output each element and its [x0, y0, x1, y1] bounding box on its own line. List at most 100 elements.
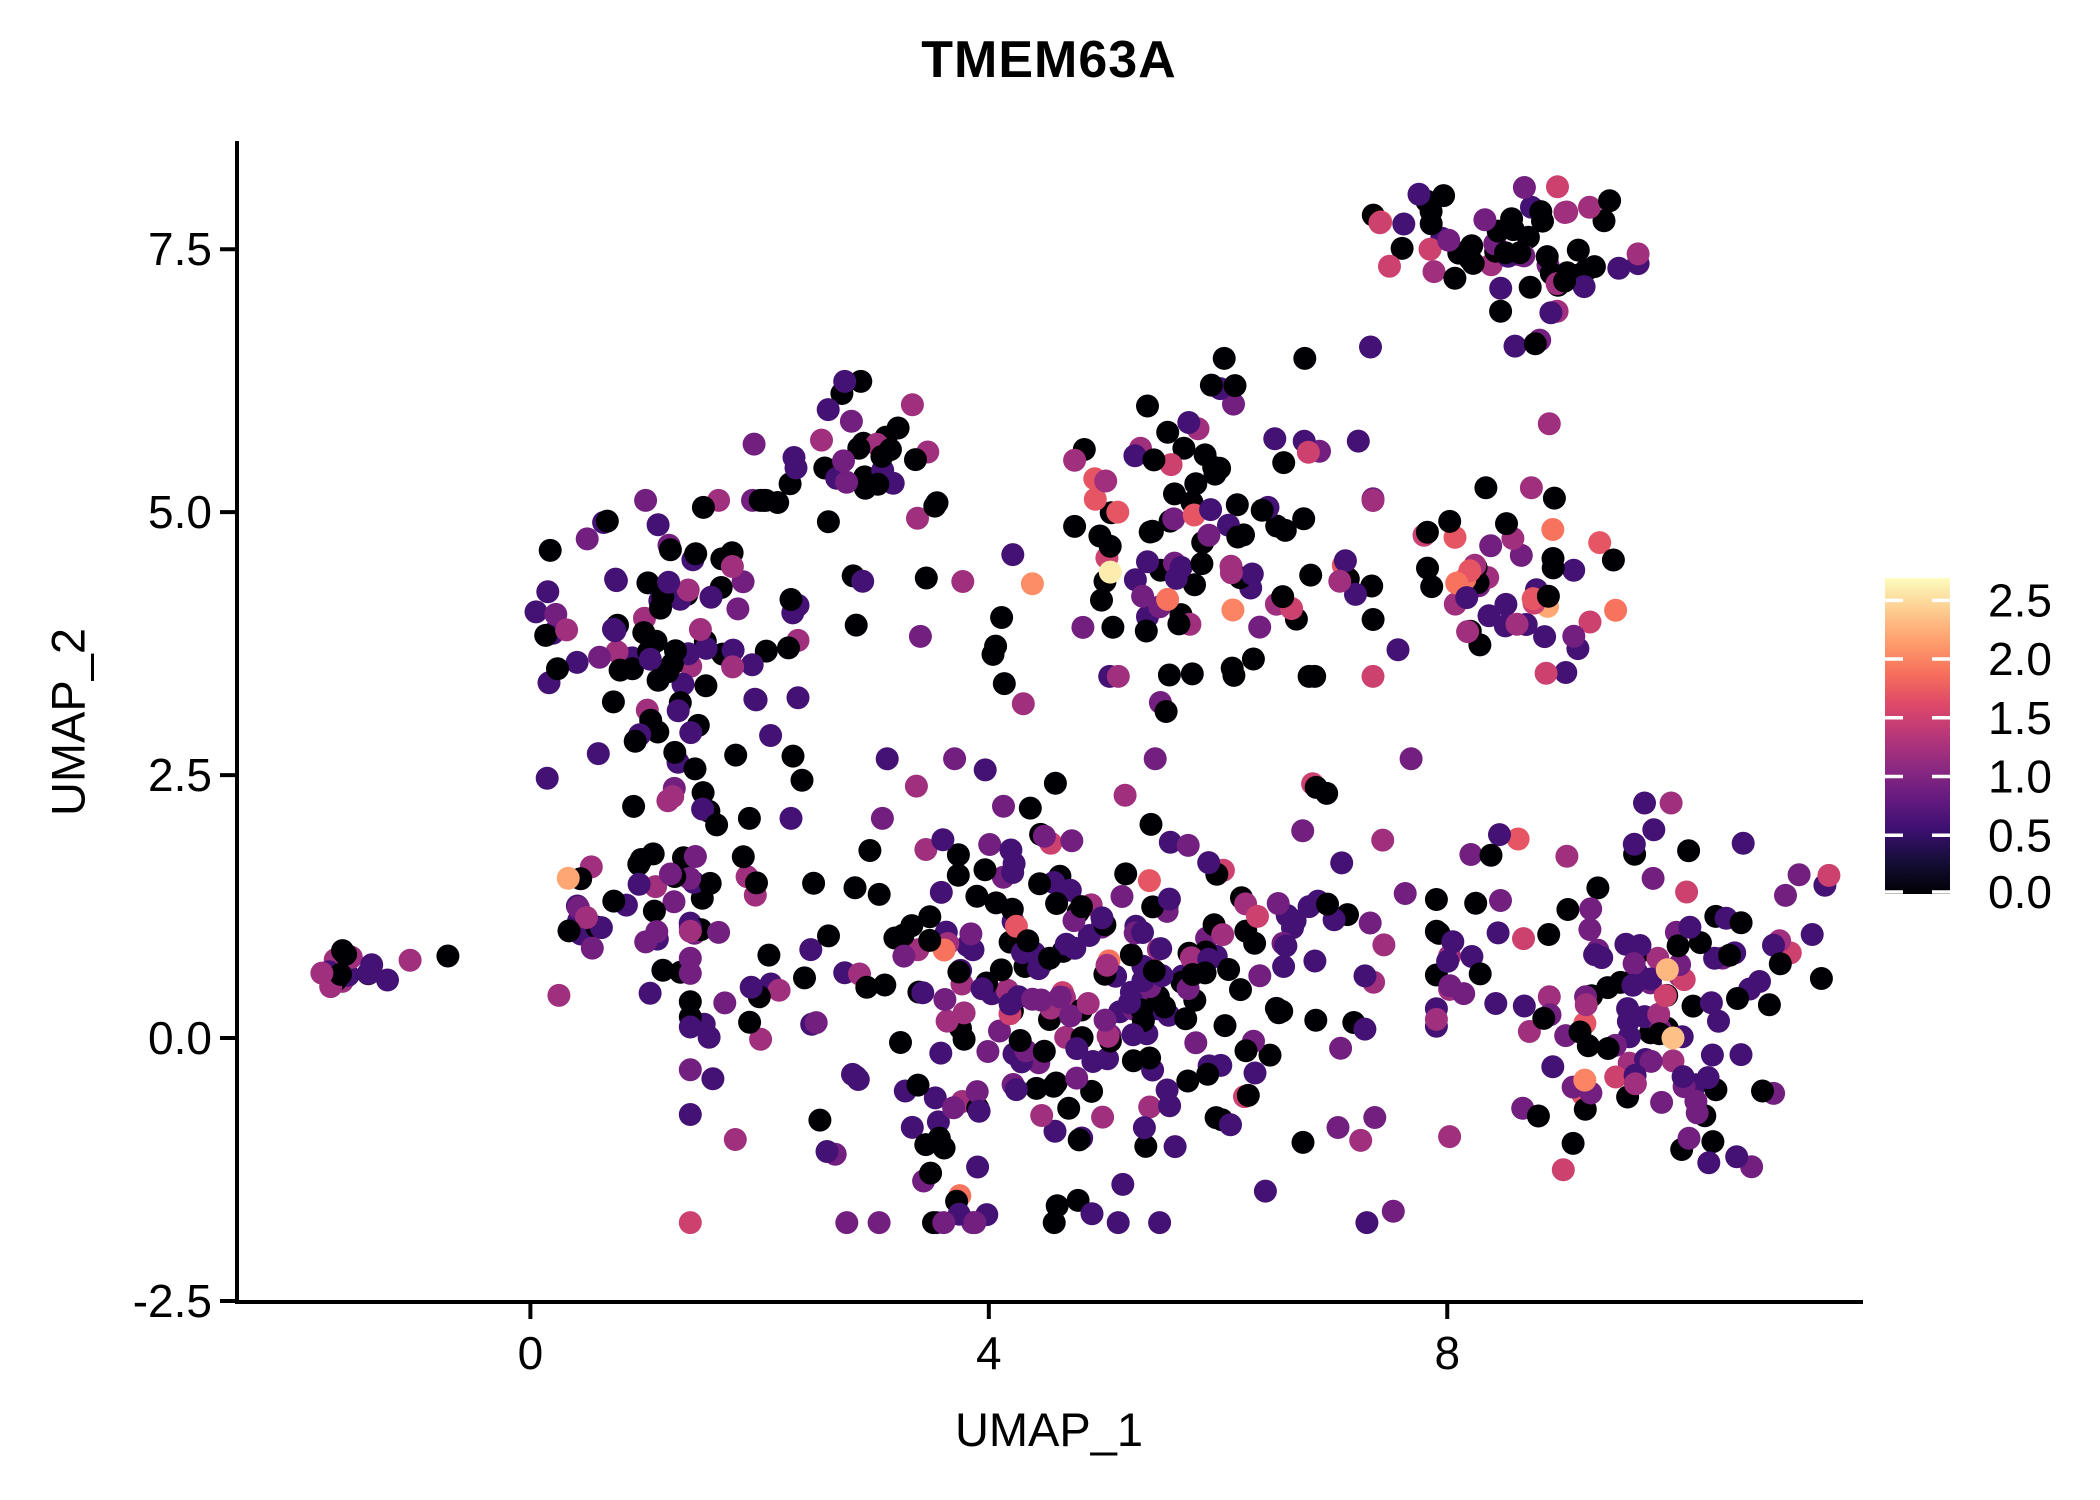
data-point: [678, 1211, 702, 1235]
data-point: [743, 687, 767, 711]
data-point: [1757, 993, 1781, 1017]
data-point: [1378, 254, 1401, 278]
data-point: [721, 655, 745, 679]
data-point: [707, 920, 731, 944]
data-point: [1024, 1076, 1048, 1100]
data-point: [1176, 1069, 1200, 1093]
data-point: [951, 570, 975, 593]
data-point: [1121, 1023, 1145, 1047]
data-point: [1361, 608, 1385, 631]
data-point: [1650, 1090, 1674, 1114]
data-point: [1241, 647, 1265, 671]
data-point: [1090, 588, 1113, 612]
data-point: [699, 585, 723, 609]
data-point: [1399, 747, 1423, 771]
data-point: [1197, 851, 1221, 875]
data-point: [1576, 1034, 1600, 1058]
data-point: [1183, 573, 1206, 597]
data-point: [1212, 346, 1236, 370]
data-point: [1163, 1135, 1187, 1159]
data-point: [1274, 934, 1298, 958]
data-point: [645, 920, 669, 944]
data-point: [705, 813, 729, 837]
data-point: [1494, 592, 1518, 616]
data-point: [1243, 931, 1267, 955]
colorbar-tick-label: 1.0: [1988, 751, 2052, 803]
data-point: [966, 1155, 990, 1179]
data-point: [793, 966, 816, 990]
data-point: [1729, 911, 1753, 935]
data-point: [524, 600, 548, 624]
data-point: [1751, 1079, 1774, 1103]
data-point: [1684, 1089, 1708, 1113]
data-point: [1726, 987, 1749, 1010]
data-point: [646, 513, 670, 537]
data-point: [1731, 831, 1755, 855]
data-point: [973, 858, 997, 882]
data-point: [688, 618, 712, 641]
data-point: [608, 658, 632, 682]
data-point: [1639, 1049, 1663, 1073]
data-point: [720, 555, 744, 578]
data-point: [1344, 582, 1367, 606]
data-point: [1096, 1047, 1119, 1071]
data-point: [757, 943, 781, 967]
data-point: [1556, 898, 1580, 921]
data-point: [810, 428, 833, 452]
data-point: [919, 1161, 943, 1185]
data-point: [679, 721, 703, 745]
data-point: [604, 569, 628, 593]
data-point: [1113, 783, 1137, 807]
data-point: [1169, 555, 1193, 579]
data-point: [1488, 823, 1511, 847]
data-point: [745, 871, 768, 895]
data-point: [777, 636, 800, 660]
data-point: [1561, 1131, 1585, 1155]
data-point: [1213, 1014, 1237, 1038]
data-point: [786, 686, 810, 710]
data-point: [1536, 584, 1560, 608]
data-point: [659, 862, 682, 886]
data-point: [1537, 923, 1561, 946]
data-point: [918, 905, 942, 929]
data-point: [835, 1211, 859, 1235]
data-point: [1458, 247, 1482, 271]
data-point: [1420, 575, 1444, 599]
data-point: [684, 542, 708, 566]
data-point: [1177, 411, 1201, 434]
data-point: [1091, 1105, 1115, 1129]
data-point: [1137, 869, 1161, 893]
data-point: [1534, 661, 1558, 685]
data-point: [959, 922, 983, 946]
data-point: [1541, 1055, 1565, 1079]
data-point: [1266, 892, 1290, 915]
data-point: [676, 578, 700, 602]
data-point: [1095, 953, 1119, 977]
data-point: [946, 863, 970, 887]
data-point: [1101, 615, 1125, 639]
data-point: [1418, 237, 1442, 261]
data-point: [1157, 663, 1181, 687]
data-point: [1229, 978, 1252, 1002]
data-point: [1167, 612, 1191, 636]
data-point: [1578, 918, 1602, 941]
data-point: [1131, 921, 1154, 944]
data-point: [1678, 915, 1702, 939]
data-point: [1016, 929, 1040, 953]
data-point: [1762, 933, 1785, 957]
data-point: [1555, 844, 1579, 868]
data-point: [1088, 524, 1112, 548]
data-point: [1304, 1008, 1328, 1032]
data-point: [965, 884, 989, 908]
colorbar-tick-label: 0.0: [1988, 866, 2052, 918]
data-point: [1566, 238, 1590, 262]
data-point: [1292, 507, 1316, 531]
data-point: [646, 668, 670, 692]
data-point: [622, 794, 646, 818]
data-point: [1699, 991, 1723, 1015]
data-point: [1328, 569, 1352, 593]
data-point: [1562, 624, 1586, 648]
data-point: [1506, 827, 1530, 851]
data-point: [1223, 374, 1247, 398]
